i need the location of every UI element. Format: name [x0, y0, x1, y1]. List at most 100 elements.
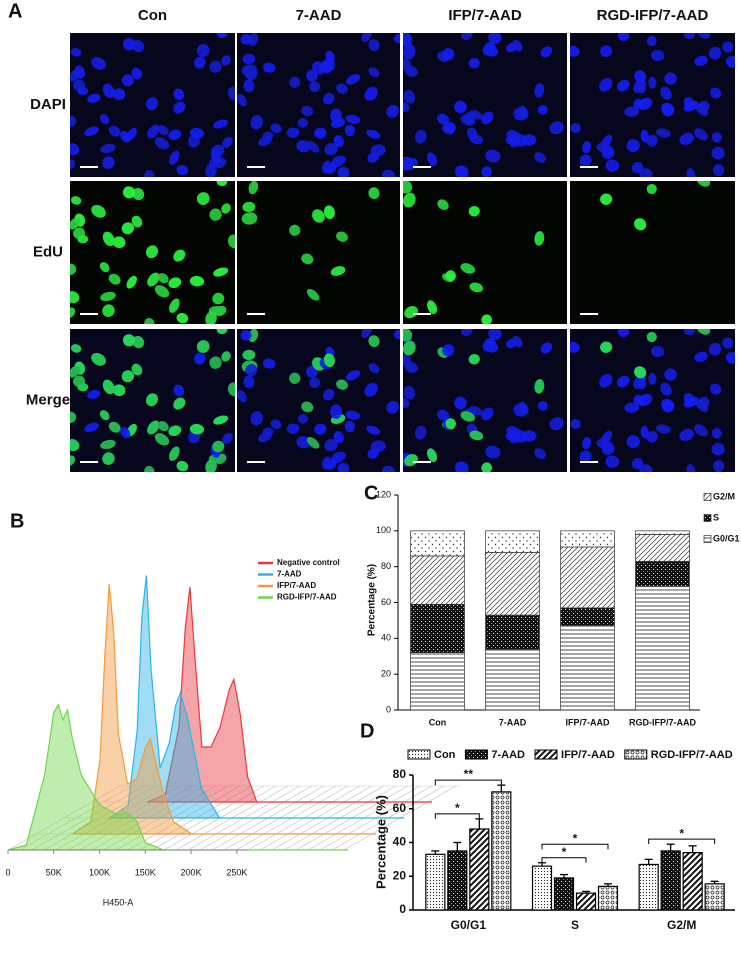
edu-nucleus [600, 341, 613, 353]
nucleus [469, 134, 484, 145]
bar-segment [410, 555, 465, 605]
edu-nucleus [70, 196, 82, 205]
nucleus [314, 423, 327, 435]
nucleus [331, 155, 346, 168]
nucleus [637, 82, 646, 94]
nucleus [679, 132, 694, 145]
nucleus [262, 358, 276, 369]
nucleus [698, 100, 710, 113]
nucleus [570, 45, 580, 57]
legend-label: G0/G1 [713, 533, 740, 543]
edu-nucleus [534, 379, 545, 394]
edu-nucleus [403, 181, 413, 194]
nucleus [468, 58, 480, 69]
nucleus [454, 396, 467, 410]
edu-nucleus [99, 410, 110, 421]
edu-nucleus [102, 452, 115, 465]
nucleus [616, 79, 630, 92]
legend-label: RGD-IFP/7-AAD [651, 749, 733, 761]
nucleus [70, 159, 76, 170]
edu-nucleus [144, 465, 155, 472]
nucleus [713, 164, 725, 177]
y-axis-label: Percentage (%) [367, 564, 378, 636]
nucleus [646, 134, 658, 147]
nucleus [579, 450, 592, 463]
nucleus [154, 137, 170, 150]
edu-nucleus [70, 291, 80, 304]
bar-segment [560, 546, 615, 609]
nucleus [650, 345, 665, 358]
edu-nucleus [121, 222, 134, 235]
nucleus [579, 154, 592, 167]
nucleus [570, 341, 580, 353]
nucleus [708, 342, 722, 356]
x-tick-label: 0 [5, 867, 10, 877]
nucleus [646, 35, 657, 47]
edu-nucleus [301, 253, 314, 265]
nucleus [711, 132, 722, 143]
edu-nucleus [169, 298, 180, 313]
nucleus [683, 396, 699, 408]
nucleus [596, 438, 612, 449]
edu-nucleus [227, 382, 235, 397]
nucleus [581, 437, 592, 450]
edu-nucleus [469, 430, 484, 441]
nucleus [664, 72, 677, 85]
nucleus [534, 152, 546, 163]
bar [704, 883, 725, 911]
significance-label: * [455, 801, 460, 815]
nucleus [345, 114, 361, 124]
bar-segment [485, 530, 540, 553]
nucleus [624, 106, 640, 117]
nucleus [570, 418, 581, 430]
edu-nucleus [634, 218, 647, 231]
edu-nucleus [100, 291, 116, 302]
edu-nucleus [70, 217, 80, 230]
column-header: IFP/7-AAD [448, 7, 522, 24]
nucleus [368, 363, 380, 374]
nucleus [333, 431, 344, 444]
nucleus [540, 342, 553, 354]
edu-nucleus [168, 277, 182, 289]
nucleus [70, 48, 82, 57]
nucleus [537, 401, 548, 411]
edu-nucleus [70, 307, 76, 318]
x-tick-label: RGD-IFP/7-AAD [629, 717, 696, 727]
nucleus [460, 115, 475, 126]
nucleus [639, 168, 653, 177]
significance-bracket [434, 779, 502, 786]
edu-nucleus [154, 285, 170, 298]
nucleus [344, 124, 355, 137]
nucleus [368, 67, 380, 78]
nucleus [102, 156, 115, 169]
nucleus [176, 164, 189, 176]
nucleus [713, 460, 725, 472]
nucleus [361, 33, 373, 43]
histogram-area [70, 583, 194, 835]
nucleus [637, 378, 646, 390]
nucleus [648, 76, 657, 89]
nucleus [205, 163, 217, 177]
nucleus [626, 435, 640, 449]
nucleus [216, 33, 228, 39]
nucleus [694, 424, 708, 437]
nucleus [679, 428, 694, 441]
edu-nucleus [145, 245, 159, 259]
nucleus [322, 388, 335, 401]
nucleus [361, 329, 373, 339]
nucleus [686, 464, 696, 472]
nucleus [322, 92, 335, 105]
edu-nucleus [481, 314, 492, 324]
bar-segment [635, 586, 690, 711]
edu-nucleus [301, 401, 314, 413]
nucleus [454, 461, 469, 472]
nucleus [605, 455, 620, 468]
nucleus [509, 133, 521, 148]
edu-nucleus [289, 372, 301, 384]
nucleus [250, 115, 263, 130]
micrograph [237, 329, 400, 472]
significance-bracket [541, 857, 587, 863]
edu-nucleus [460, 263, 475, 274]
bar [575, 892, 597, 911]
